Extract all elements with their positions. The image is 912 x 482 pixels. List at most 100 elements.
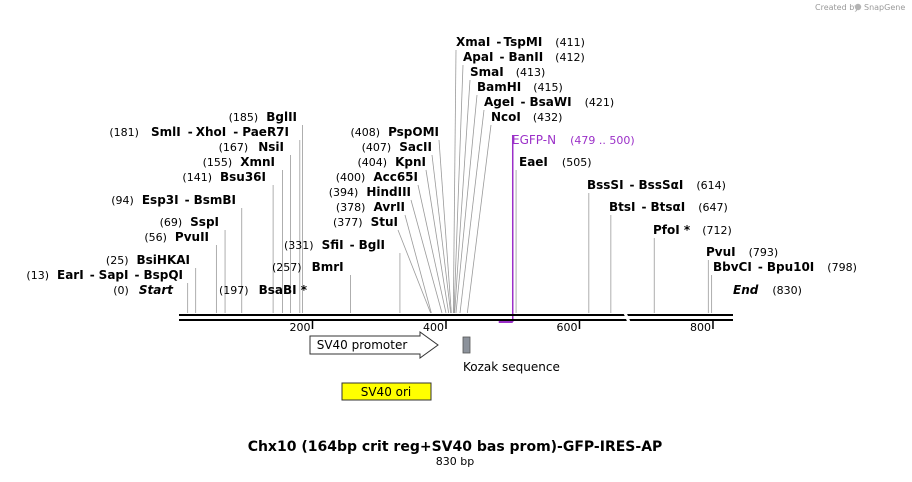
site-position: (412)	[555, 51, 585, 64]
leader-line-acc	[417, 184, 447, 314]
svg-text:(377)StuI: (377) StuI	[333, 215, 398, 229]
leader-line-avr	[404, 214, 432, 314]
site-position: (378)	[336, 201, 366, 214]
enzyme-name: XmnI	[240, 155, 275, 169]
backbone-break-icon	[623, 312, 631, 323]
bp-axis: 200 400 600 800	[289, 321, 714, 334]
site-bbv[interactable]: BbvCI - Bpu10I (798)	[713, 260, 857, 274]
feature-sv40-ori[interactable]: SV40 ori	[341, 382, 432, 401]
site-psp[interactable]: (408) PspOMI	[350, 125, 439, 139]
enzyme-name: PaeR7I	[242, 125, 289, 139]
site-position: (394)	[329, 186, 359, 199]
svg-text:(185)BglII: (185) BglII	[229, 110, 297, 124]
site-position: (830)	[772, 284, 802, 297]
site-nsi[interactable]: (167) NsiI	[219, 140, 284, 154]
svg-text:(94)Esp3I-BsmBI: (94) Esp3I - BsmBI	[111, 193, 236, 207]
site-esp[interactable]: (94) Esp3I - BsmBI	[111, 193, 236, 207]
site-bam[interactable]: BamHI (415)	[477, 80, 563, 94]
site-sma[interactable]: SmaI (413)	[470, 65, 545, 79]
site-eae[interactable]: EaeI (505)	[519, 155, 592, 169]
site-end[interactable]: End (830)	[733, 283, 802, 297]
site-bsu[interactable]: (141) Bsu36I	[182, 170, 266, 184]
site-position: (413)	[516, 66, 546, 79]
site-ssp[interactable]: (69) SspI	[160, 215, 219, 229]
site-xma[interactable]: XmaI - TspMI (411)	[456, 35, 585, 49]
enzyme-name: BamHI	[477, 80, 521, 94]
site-nco[interactable]: NcoI (432)	[491, 110, 562, 124]
svg-text:XmaI-TspMI(411): XmaI - TspMI (411)	[456, 35, 585, 49]
enzyme-name: SacII	[399, 140, 432, 154]
site-pfo[interactable]: PfoI * (712)	[653, 223, 732, 237]
enzyme-name: KpnI	[395, 155, 426, 169]
enzyme-name: PvuII	[175, 230, 209, 244]
site-position: (793)	[749, 246, 779, 259]
enzyme-name: HindIII	[366, 185, 411, 199]
enzyme-name: AgeI	[484, 95, 514, 109]
site-pvui[interactable]: PvuI (793)	[706, 245, 778, 259]
site-ear[interactable]: (13) EarI - SapI - BspQI	[26, 268, 183, 282]
leader-line-xma	[452, 49, 457, 314]
feature-kozak[interactable]: Kozak sequence	[462, 336, 560, 374]
svg-text:(394)HindIII: (394) HindIII	[329, 185, 411, 199]
svg-text:(69)SspI: (69) SspI	[160, 215, 219, 229]
enzyme-name: Bpu10I	[767, 260, 814, 274]
svg-text:BssSI-BssSαI(614): BssSI - BssSαI (614)	[587, 178, 726, 192]
feature-label: Kozak sequence	[463, 360, 560, 374]
svg-text:(155)XmnI: (155) XmnI	[203, 155, 275, 169]
site-position: (0)	[113, 284, 129, 297]
enzyme-name: Start	[139, 283, 174, 297]
site-hind[interactable]: (394) HindIII	[329, 185, 411, 199]
enzyme-name: BglI	[359, 238, 385, 252]
site-position: (141)	[182, 171, 212, 184]
enzyme-name: ApaI	[463, 50, 493, 64]
site-avr[interactable]: (378) AvrII	[336, 200, 405, 214]
site-stu[interactable]: (377) StuI	[333, 215, 398, 229]
svg-text:EGFP-N(479 .. 500): EGFP-N (479 .. 500)	[512, 133, 635, 147]
feature-sv40-promoter[interactable]: SV40 promoter	[309, 331, 439, 359]
primer-name: EGFP-N	[512, 133, 556, 147]
site-age[interactable]: AgeI - BsaWI (421)	[484, 95, 614, 109]
snapgene-logo-icon	[854, 3, 862, 11]
site-kpn[interactable]: (404) KpnI	[358, 155, 427, 169]
site-position: (25)	[106, 254, 129, 267]
svg-text:(141)Bsu36I: (141) Bsu36I	[182, 170, 266, 184]
primer-egfp-n[interactable]: EGFP-N (479 .. 500)	[498, 133, 635, 323]
site-position: (400)	[336, 171, 366, 184]
site-position: (647)	[698, 201, 728, 214]
leader-line-stu	[397, 229, 432, 314]
leader-line-hind	[410, 199, 443, 314]
enzyme-name: BmrI	[312, 260, 344, 274]
site-sml[interactable]: (181) SmlI - XhoI - PaeR7I	[109, 125, 289, 139]
site-bmr[interactable]: (257) BmrI	[272, 260, 344, 274]
site-position: (377)	[333, 216, 363, 229]
svg-text:(181)SmlI-XhoI-PaeR7I: (181) SmlI - XhoI - PaeR7I	[109, 125, 289, 139]
enzyme-name: StuI	[371, 215, 398, 229]
svg-text:AgeI-BsaWI(421): AgeI - BsaWI (421)	[484, 95, 614, 109]
site-start[interactable]: (0) Start	[113, 283, 174, 297]
site-position: (181)	[109, 126, 139, 139]
feature-label: SV40 promoter	[317, 338, 408, 352]
site-position: (155)	[203, 156, 233, 169]
site-position: (185)	[229, 111, 259, 124]
svg-text:PfoI *(712): PfoI * (712)	[653, 223, 732, 237]
svg-text:End(830): End (830)	[733, 283, 802, 297]
site-acc[interactable]: (400) Acc65I	[336, 170, 418, 184]
site-bsih[interactable]: (25) BsiHKAI	[106, 253, 190, 267]
site-pvuii[interactable]: (56) PvuII	[144, 230, 209, 244]
enzyme-name: BspQI	[143, 268, 183, 282]
enzyme-name: BsaBI *	[259, 283, 308, 297]
site-bss[interactable]: BssSI - BssSαI (614)	[587, 178, 726, 192]
site-bsab[interactable]: (197) BsaBI *	[219, 283, 308, 297]
enzyme-name: SmlI	[151, 125, 181, 139]
svg-text:NcoI(432): NcoI (432)	[491, 110, 562, 124]
svg-text:BtsI-BtsαI(647): BtsI - BtsαI (647)	[609, 200, 728, 214]
site-sac[interactable]: (407) SacII	[362, 140, 432, 154]
site-apa[interactable]: ApaI - BanII (412)	[463, 50, 585, 64]
site-sfi[interactable]: (331) SfiI - BglI	[284, 238, 385, 252]
site-xmn[interactable]: (155) XmnI	[203, 155, 275, 169]
svg-text:BamHI(415): BamHI (415)	[477, 80, 563, 94]
site-bts[interactable]: BtsI - BtsαI (647)	[609, 200, 728, 214]
site-bgl[interactable]: (185) BglII	[229, 110, 297, 124]
leader-lines	[187, 49, 713, 314]
